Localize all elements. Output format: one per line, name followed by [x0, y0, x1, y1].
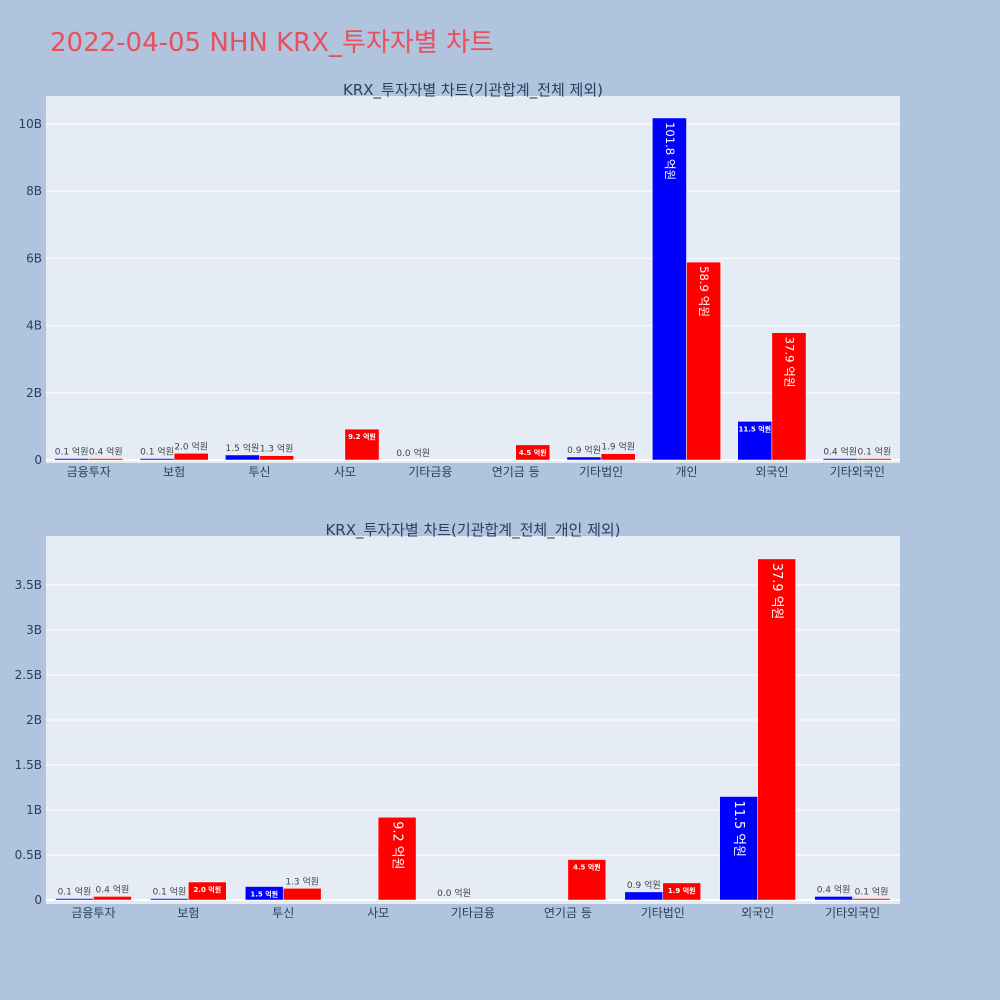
bar [852, 898, 891, 901]
data-label: 1.9 억원 [601, 441, 635, 453]
bar [822, 458, 858, 461]
data-label: 0.4 억원 [817, 883, 851, 895]
data-label: 58.9 억원 [697, 266, 711, 317]
data-label: 0.9 억원 [567, 444, 601, 456]
data-label: 0.0 억원 [437, 887, 471, 899]
data-label: 1.5 억원 [250, 890, 278, 899]
x-category-label: 기타외국인 [830, 465, 885, 479]
x-category-label: 기타외국인 [825, 906, 880, 920]
data-label: 0.1 억원 [55, 446, 89, 458]
bar [737, 421, 773, 461]
data-label: 37.9 억원 [782, 337, 796, 388]
data-label: 2.0 억원 [174, 440, 208, 452]
y-tick-label: 4B [26, 319, 42, 333]
bar [686, 261, 721, 461]
bar [377, 816, 417, 901]
page-title: 2022-04-05 NHN KRX_투자자별 차트 [50, 28, 494, 58]
data-label: 2.0 억원 [193, 885, 221, 894]
data-label: 1.3 억원 [260, 443, 294, 455]
bar [188, 881, 227, 901]
bar [567, 859, 607, 901]
x-category-label: 금융투자 [71, 906, 115, 920]
data-label: 0.1 억원 [858, 446, 892, 458]
y-tick-label: 1B [26, 803, 42, 817]
x-category-label: 외국인 [755, 465, 788, 479]
bar [93, 896, 132, 901]
x-category-label: 기타법인 [641, 906, 685, 920]
data-label: 101.8 억원 [663, 122, 677, 180]
x-category-label: 사모 [334, 465, 356, 479]
chart-bottom: KRX_투자자별 차트(기관합계_전체_개인 제외) 0 0.5B 1B 1.5B 2B… [15, 521, 900, 920]
y-tick-label: 2B [26, 713, 42, 727]
x-category-label: 외국인 [741, 906, 774, 920]
bar [624, 891, 664, 901]
bar [150, 898, 189, 901]
y-tick-label: 2.5B [15, 668, 42, 682]
data-label: 0.1 억원 [855, 886, 889, 898]
bar [515, 444, 551, 461]
y-tick-label: 6B [26, 251, 42, 265]
x-category-label: 개인 [675, 465, 697, 479]
bar [857, 458, 892, 461]
data-label: 1.5 억원 [226, 442, 260, 454]
data-label: 4.5 억원 [573, 863, 601, 872]
x-category-label: 연기금 등 [492, 465, 540, 479]
x-category-label: 기타법인 [579, 465, 623, 479]
data-label: 11.5 억원 [731, 801, 746, 858]
bar [719, 796, 758, 901]
bar [88, 458, 124, 461]
y-tick-label: 0.5B [15, 848, 42, 862]
bar [173, 453, 209, 461]
bar [814, 896, 853, 901]
bar [662, 882, 701, 901]
x-category-label: 금융투자 [67, 465, 111, 479]
bar [54, 458, 89, 461]
bar [139, 458, 175, 461]
x-category-label: 투신 [248, 465, 270, 479]
data-label: 0.4 억원 [823, 446, 857, 458]
data-label: 0.4 억원 [96, 883, 130, 895]
x-category-label: 기타금융 [451, 906, 495, 920]
bar [566, 456, 602, 461]
plot-area [46, 96, 900, 463]
data-label: 4.5 억원 [519, 448, 547, 457]
data-label: 11.5 억원 [739, 424, 772, 433]
bar [757, 558, 796, 901]
chart-title: KRX_투자자별 차트(기관합계_전체_개인 제외) [325, 521, 620, 540]
data-label: 0.0 억원 [396, 447, 430, 459]
bar [600, 453, 636, 461]
x-category-label: 연기금 등 [544, 906, 592, 920]
bar [259, 455, 294, 461]
data-label: 0.4 억원 [89, 446, 123, 458]
data-label: 9.2 억원 [348, 432, 376, 441]
bar [344, 428, 380, 461]
bar [55, 898, 94, 901]
y-tick-label: 8B [26, 184, 42, 198]
bar [282, 888, 322, 901]
data-label: 0.1 억원 [58, 886, 92, 898]
y-tick-label: 3.5B [15, 578, 42, 592]
y-tick-label: 10B [18, 117, 42, 131]
y-tick-label: 3B [26, 623, 42, 637]
y-tick-label: 1.5B [15, 758, 42, 772]
x-category-label: 보험 [163, 465, 185, 479]
x-category-label: 보험 [177, 906, 199, 920]
data-label: 9.2 억원 [390, 821, 405, 869]
data-label: 0.1 억원 [140, 446, 174, 458]
chart-title: KRX_투자자별 차트(기관합계_전체 제외) [343, 81, 603, 100]
data-label: 0.1 억원 [152, 886, 186, 898]
data-label: 37.9 억원 [769, 563, 784, 620]
bar [771, 332, 807, 461]
y-tick-label: 2B [26, 386, 42, 400]
data-label: 1.3 억원 [285, 875, 319, 887]
x-category-label: 사모 [367, 906, 389, 920]
x-category-label: 투신 [272, 906, 294, 920]
data-label: 0.9 억원 [627, 879, 661, 891]
data-label: 1.9 억원 [668, 886, 696, 895]
bar [225, 454, 260, 461]
y-tick-label: 0 [34, 453, 42, 467]
chart-top: KRX_투자자별 차트(기관합계_전체 제외) 0 2B 4B 6B 8B 10B 금융투자… [18, 81, 900, 479]
x-category-label: 기타금융 [408, 465, 452, 479]
y-tick-label: 0 [34, 893, 42, 907]
